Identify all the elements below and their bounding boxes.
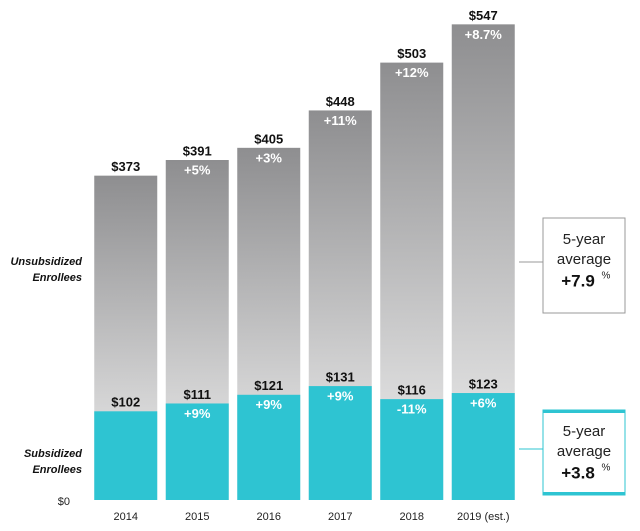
callout-text: 5-year [563, 231, 606, 248]
growth-label: -11% [397, 402, 427, 417]
callout-text: 5-year [563, 423, 606, 440]
bar [308, 386, 372, 500]
series-label: Unsubsidized Enrollees [10, 256, 82, 284]
data-label: $448 [326, 94, 355, 109]
data-label: $373 [111, 159, 140, 174]
callout-box [542, 217, 626, 314]
bar [451, 393, 515, 500]
data-label: $405 [254, 131, 283, 146]
data-label: $111 [184, 387, 212, 402]
callout-unit: % [602, 271, 611, 282]
callout-text: average [557, 251, 611, 268]
y-tick-label: $0 [58, 496, 70, 508]
growth-label: +3% [256, 150, 283, 165]
growth-label: +6% [470, 395, 497, 410]
growth-label: +5% [184, 162, 211, 177]
growth-label: +9% [256, 397, 283, 412]
data-label: $547 [469, 8, 498, 23]
data-label: $121 [254, 378, 283, 393]
callout-value: +7.9 [561, 271, 595, 290]
data-label: $131 [326, 370, 355, 385]
x-tick-label: 2017 [328, 511, 352, 523]
x-tick-label: 2018 [400, 511, 424, 523]
x-tick-label: 2014 [114, 511, 138, 523]
growth-label: +9% [184, 406, 211, 421]
growth-label: +11% [324, 113, 357, 128]
x-tick-label: 2019 (est.) [457, 511, 510, 523]
callout-value: +3.8 [561, 463, 595, 482]
data-label: $391 [183, 143, 212, 158]
bar [237, 394, 301, 500]
growth-label: +8.7% [465, 27, 503, 42]
callout-unit: % [602, 463, 611, 474]
bar [380, 399, 444, 500]
callout-text: average [557, 443, 611, 460]
data-label: $102 [111, 395, 140, 410]
growth-label: +9% [327, 389, 354, 404]
data-label: $503 [397, 46, 426, 61]
x-tick-label: 2016 [257, 511, 281, 523]
data-label: $116 [398, 383, 426, 398]
x-tick-label: 2015 [185, 511, 209, 523]
data-label: $123 [469, 376, 498, 391]
callout-edge [543, 410, 625, 413]
series-label: Subsidized Enrollees [24, 448, 82, 476]
callout-edge [543, 492, 625, 495]
callout-box [542, 409, 626, 496]
bar [165, 403, 229, 500]
bar [94, 411, 158, 500]
growth-label: +12% [395, 65, 429, 80]
